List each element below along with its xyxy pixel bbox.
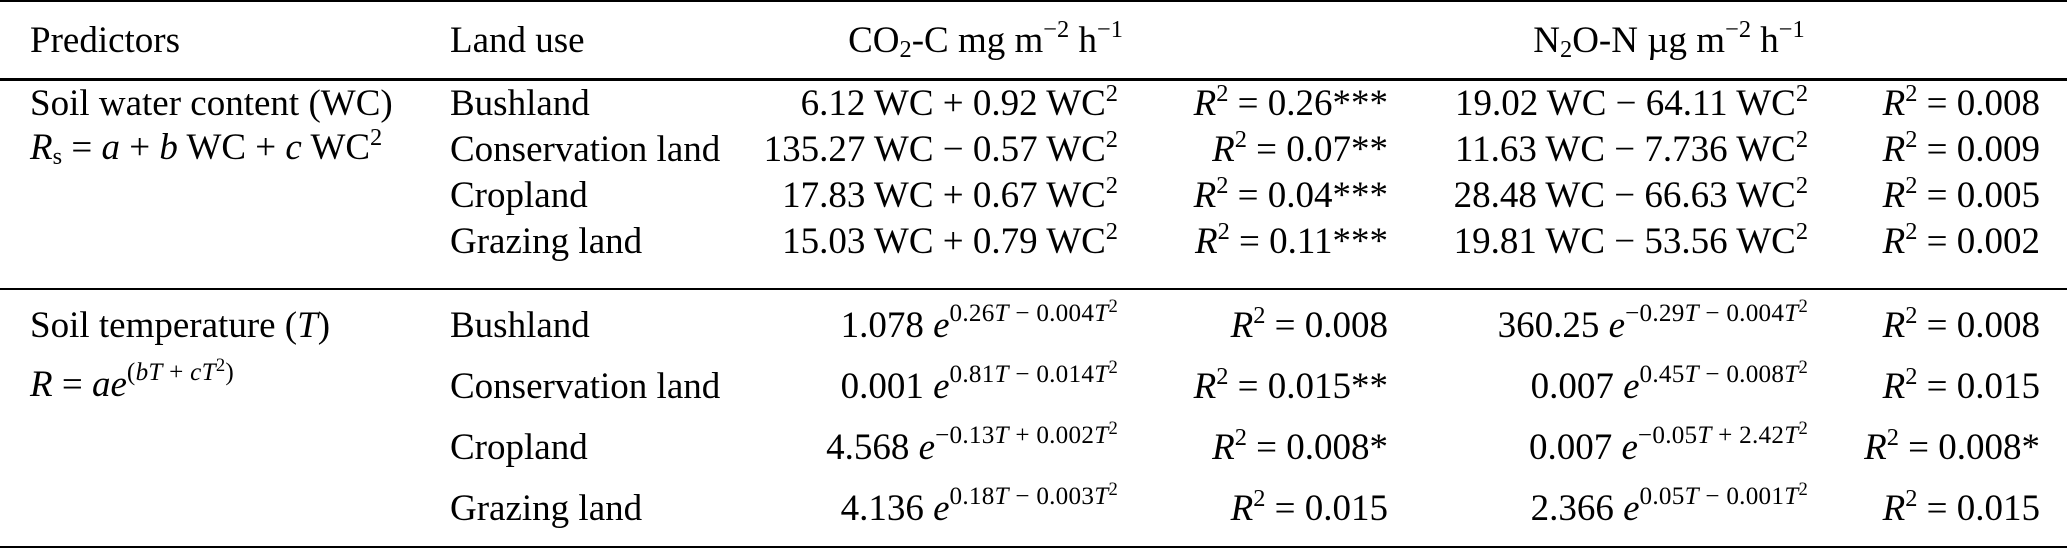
n2o-equation-cell: 0.007 e0.45T − 0.008T2 xyxy=(1530,357,1809,407)
predictor-equation: R = ae(bT + cT2) xyxy=(30,355,235,405)
predictor-equation: Rs = a + b WC + c WC2 xyxy=(30,123,383,171)
n2o-r2-cell: R2 = 0.009 xyxy=(1882,125,2041,170)
table-row: Grazing land 15.03 WC + 0.79 WC2 R2 = 0.… xyxy=(0,219,2067,289)
n2o-equation-cell: 360.25 e−0.29T − 0.004T2 xyxy=(1400,288,1831,356)
predictor-name: Soil water content (WC) xyxy=(30,83,393,124)
co2-r2-cell: R2 = 0.008 xyxy=(1140,288,1401,356)
n2o-r2-cell: R2 = 0.015 xyxy=(1882,362,2041,407)
n2o-r2-cell: R2 = 0.005 xyxy=(1882,171,2041,216)
co2-equation-cell: 4.136 e0.18T − 0.003T2 xyxy=(840,479,1118,529)
co2-equation-cell: 6.12 WC + 0.92 WC2 xyxy=(800,79,1118,124)
n2o-r2-cell: R2 = 0.008* xyxy=(1864,423,2041,468)
land-use-cell: Conservation land xyxy=(450,366,721,407)
co2-column-header: CO2-C mg m−2 h−1 xyxy=(740,1,1401,81)
land-use-cell: Grazing land xyxy=(450,488,643,529)
table-row: Soil temperature (T) R = ae(bT + cT2) Bu… xyxy=(0,288,2067,547)
land-use-cell: Bushland xyxy=(440,288,740,356)
table-row: Conservation land 135.27 WC − 0.57 WC2 R… xyxy=(0,127,2067,173)
table-row: Soil water content (WC) Rs = a + b WC + … xyxy=(0,79,2067,169)
co2-equation-cell: 4.568 e−0.13T + 0.002T2 xyxy=(826,418,1118,468)
n2o-equation-cell: 0.007 e−0.05T + 2.42T2 xyxy=(1528,418,1809,468)
co2-equation-cell: 15.03 WC + 0.79 WC2 xyxy=(782,217,1118,262)
co2-r2-cell: R2 = 0.008* xyxy=(1212,423,1389,468)
n2o-column-header: N2O-N µg m−2 h−1 xyxy=(1400,1,2067,81)
co2-r2-cell: R2 = 0.015** xyxy=(1193,362,1389,407)
co2-r2-cell: R2 = 0.015 xyxy=(1230,484,1389,529)
table-row: Cropland 17.83 WC + 0.67 WC2 R2 = 0.04**… xyxy=(0,173,2067,219)
table-header: Predictors Land use CO2-C mg m−2 h−1 N2O… xyxy=(0,1,2067,81)
header-row: Predictors Land use CO2-C mg m−2 h−1 N2O… xyxy=(0,1,2067,81)
land-use-cell: Grazing land xyxy=(450,221,643,262)
co2-r2-cell: R2 = 0.07** xyxy=(1212,125,1389,170)
land-use-cell: Cropland xyxy=(450,427,588,468)
co2-r2-cell: R2 = 0.26*** xyxy=(1193,79,1389,124)
co2-r2-cell: R2 = 0.04*** xyxy=(1193,171,1389,216)
table-row: Grazing land 4.136 e0.18T − 0.003T2 R2 =… xyxy=(0,478,2067,547)
co2-equation-cell: 135.27 WC − 0.57 WC2 xyxy=(763,125,1118,170)
land-use-cell: Cropland xyxy=(450,175,588,216)
predictor-cell: Soil temperature (T) R = ae(bT + cT2) xyxy=(0,288,440,547)
co2-equation-cell: 17.83 WC + 0.67 WC2 xyxy=(782,171,1118,216)
soil-temperature-section: Soil temperature (T) R = ae(bT + cT2) Bu… xyxy=(0,288,2067,547)
n2o-equation-cell: 28.48 WC − 66.63 WC2 xyxy=(1453,171,1809,216)
co2-r2-cell: R2 = 0.11*** xyxy=(1194,217,1389,262)
n2o-equation-cell: 19.02 WC − 64.11 WC2 xyxy=(1454,79,1809,124)
land-use-cell: Bushland xyxy=(450,83,590,124)
land-use-header: Land use xyxy=(440,1,740,81)
n2o-equation-cell: 2.366 e0.05T − 0.001T2 xyxy=(1530,479,1809,529)
table-row: Conservation land 0.001 e0.81T − 0.014T2… xyxy=(0,356,2067,417)
n2o-r2-cell: R2 = 0.008 xyxy=(1830,288,2067,356)
n2o-r2-cell: R2 = 0.002 xyxy=(1882,217,2041,262)
predictors-header: Predictors xyxy=(0,1,440,81)
co2-equation-cell: 1.078 e0.26T − 0.004T2 xyxy=(740,288,1140,356)
n2o-equation-cell: 11.63 WC − 7.736 WC2 xyxy=(1454,125,1809,170)
land-use-cell: Conservation land xyxy=(450,129,721,170)
predictor-cell: Soil water content (WC) Rs = a + b WC + … xyxy=(0,80,440,290)
table-row: Cropland 4.568 e−0.13T + 0.002T2 R2 = 0.… xyxy=(0,417,2067,478)
n2o-equation-cell: 19.81 WC − 53.56 WC2 xyxy=(1453,217,1809,262)
n2o-r2-cell: R2 = 0.008 xyxy=(1882,79,2041,124)
co2-equation-cell: 0.001 e0.81T − 0.014T2 xyxy=(840,357,1118,407)
n2o-r2-cell: R2 = 0.015 xyxy=(1882,484,2041,529)
predictor-name: Soil temperature (T) xyxy=(30,305,331,346)
soil-water-content-section: Soil water content (WC) Rs = a + b WC + … xyxy=(0,80,2067,290)
